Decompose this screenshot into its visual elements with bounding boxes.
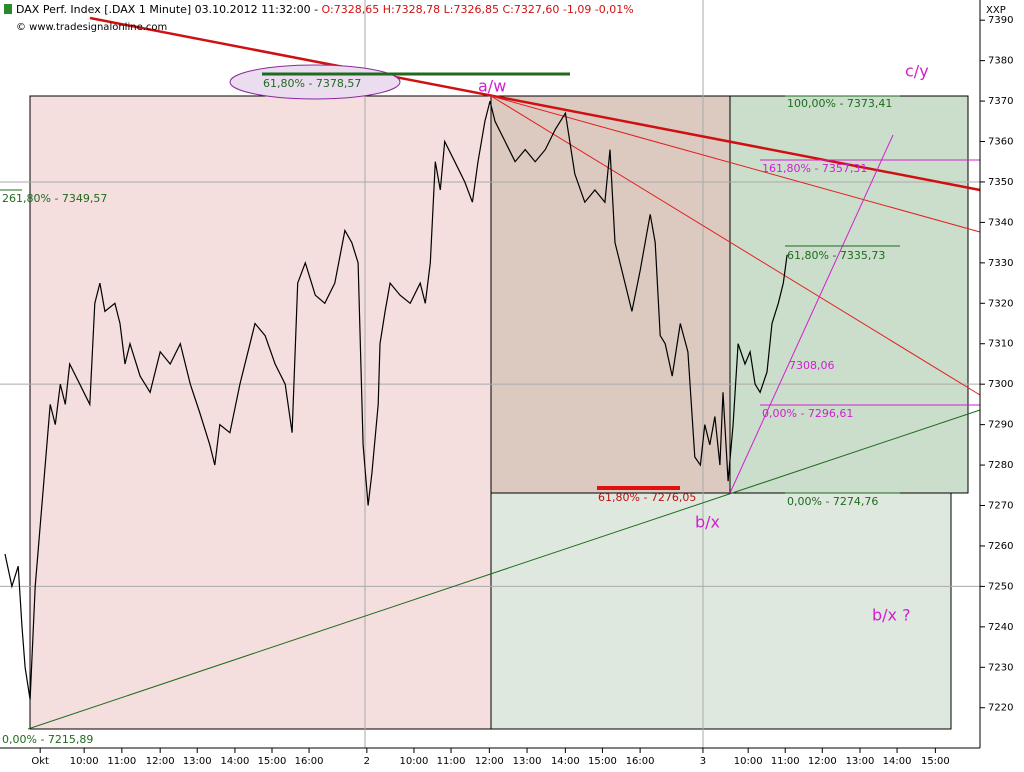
- y-tick-label: 7260: [988, 541, 1013, 552]
- annotation: 7308,06: [789, 359, 835, 372]
- y-tick-label: 7240: [988, 622, 1013, 633]
- y-tick-label: 7320: [988, 298, 1013, 309]
- annotation: b/x ?: [872, 606, 911, 625]
- x-tick-label: 12:00: [808, 756, 837, 767]
- trend-line: [89, 16, 981, 192]
- x-tick-label: 11:00: [107, 756, 136, 767]
- x-tick-label: 10:00: [734, 756, 763, 767]
- x-tick-label: 2: [364, 756, 370, 767]
- ohlc: O:7328,65 H:7328,78 L:7326,85 C:7327,60 …: [322, 3, 634, 16]
- annotation: 0,00% - 7215,89: [2, 733, 93, 746]
- y-tick-label: 7300: [988, 379, 1013, 390]
- x-tick-label: 15:00: [258, 756, 287, 767]
- annotation: b/x: [695, 513, 720, 532]
- x-tick-label: 16:00: [626, 756, 655, 767]
- price-line: [4, 100, 788, 700]
- annotation: 61,80% - 7335,73: [787, 249, 885, 262]
- annotation: c/y: [905, 62, 929, 81]
- y-tick-label: 7290: [988, 420, 1013, 431]
- y-tick-label: 7250: [988, 581, 1013, 592]
- y-tick-label: 7370: [988, 96, 1013, 107]
- x-tick-label: 10:00: [400, 756, 429, 767]
- x-tick-label: 11:00: [437, 756, 466, 767]
- y-tick-label: 7390: [988, 15, 1013, 26]
- x-tick-label: 15:00: [921, 756, 950, 767]
- x-tick-label: 12:00: [475, 756, 504, 767]
- y-tick-label: 7270: [988, 501, 1013, 512]
- y-tick-label: 7310: [988, 339, 1013, 350]
- y-tick-label: 7220: [988, 703, 1013, 714]
- annotation: 100,00% - 7373,41: [787, 97, 892, 110]
- x-tick-label: 14:00: [883, 756, 912, 767]
- chart-title: DAX Perf. Index [.DAX 1 Minute] 03.10.20…: [16, 3, 634, 16]
- axis-panel: [980, 0, 1024, 768]
- y-tick-label: 7230: [988, 662, 1013, 673]
- x-tick-label: 13:00: [846, 756, 875, 767]
- y-tick-label: 7380: [988, 56, 1013, 67]
- y-tick-label: 7340: [988, 217, 1013, 228]
- y-tick-label: 7360: [988, 137, 1013, 148]
- symbol-icon: [4, 4, 12, 14]
- annotation: a/w: [478, 77, 506, 96]
- trend-line: [490, 95, 981, 396]
- source: © www.tradesignalonline.com: [16, 22, 167, 33]
- zone-box: [729, 95, 969, 494]
- y-tick-label: 7330: [988, 258, 1013, 269]
- trend-line: [27, 409, 981, 730]
- x-tick-label: 14:00: [551, 756, 580, 767]
- trend-line: [729, 134, 894, 494]
- annotation: 261,80% - 7349,57: [2, 192, 107, 205]
- axis-label: XXP: [986, 5, 1006, 16]
- annotation: 161,80% - 7357,31: [762, 162, 867, 175]
- x-tick-label: 11:00: [771, 756, 800, 767]
- x-tick-label: 12:00: [146, 756, 175, 767]
- x-tick-label: 13:00: [183, 756, 212, 767]
- x-tick-label: 14:00: [221, 756, 250, 767]
- x-tick-label: 3: [700, 756, 706, 767]
- y-tick-label: 7350: [988, 177, 1013, 188]
- annotation: 0,00% - 7274,76: [787, 495, 878, 508]
- annotation: 0,00% - 7296,61: [762, 407, 853, 420]
- x-tick-label: Okt: [31, 756, 49, 767]
- trend-line: [490, 95, 981, 233]
- title: DAX Perf. Index [.DAX 1 Minute] 03.10.20…: [16, 3, 318, 16]
- x-tick-label: 16:00: [295, 756, 324, 767]
- y-tick-label: 7280: [988, 460, 1013, 471]
- x-tick-label: 15:00: [588, 756, 617, 767]
- annotation: 61,80% - 7276,05: [598, 491, 696, 504]
- x-tick-label: 10:00: [70, 756, 99, 767]
- x-tick-label: 13:00: [513, 756, 542, 767]
- annotation: 61,80% - 7378,57: [263, 77, 361, 90]
- zone-box: [29, 95, 492, 730]
- zone-box: [490, 492, 952, 730]
